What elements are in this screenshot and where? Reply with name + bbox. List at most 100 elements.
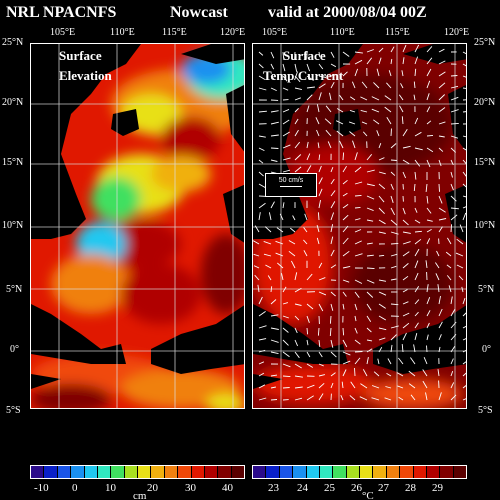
elev-tick: 0 xyxy=(72,482,78,494)
current-vector xyxy=(396,372,404,377)
current-vector xyxy=(438,346,441,353)
current-vector xyxy=(438,94,446,101)
current-vector xyxy=(414,299,420,305)
current-vector xyxy=(349,131,356,137)
current-vector xyxy=(342,327,345,336)
current-vector xyxy=(354,194,362,197)
current-vector xyxy=(318,339,321,347)
current-vector xyxy=(450,159,454,166)
current-vector xyxy=(318,277,326,281)
current-vector xyxy=(303,227,308,233)
colorbar-swatch xyxy=(346,466,360,478)
current-vector xyxy=(426,93,430,101)
current-vector xyxy=(426,106,431,113)
lon-label: 120°E xyxy=(220,27,246,38)
temp-tick: 25 xyxy=(324,482,335,494)
current-vector xyxy=(378,254,385,257)
current-vector xyxy=(330,190,336,197)
current-vector xyxy=(378,219,386,225)
current-vector xyxy=(303,239,308,245)
current-vector xyxy=(349,109,356,113)
current-vector xyxy=(330,51,335,58)
current-vector xyxy=(268,212,272,221)
elevation-title-line1: Surface xyxy=(59,48,102,63)
current-vector xyxy=(426,147,434,153)
current-vector xyxy=(282,315,289,319)
lat-label: 5°N xyxy=(478,284,495,295)
current-vector xyxy=(306,363,314,368)
current-vector xyxy=(360,96,368,101)
current-vector xyxy=(325,105,332,113)
lon-label: 110°E xyxy=(110,27,135,38)
current-vector xyxy=(450,224,453,233)
current-vector xyxy=(378,303,386,309)
current-vector xyxy=(414,44,420,53)
current-vector xyxy=(366,291,374,298)
current-vector xyxy=(462,171,466,177)
current-vector xyxy=(378,231,386,234)
current-vector xyxy=(330,249,335,257)
current-vector xyxy=(330,224,334,233)
current-vector xyxy=(414,286,420,293)
current-vector xyxy=(265,264,272,269)
current-vector xyxy=(270,386,276,389)
current-vector xyxy=(450,147,457,153)
current-vector xyxy=(258,325,267,329)
current-vector xyxy=(414,272,419,281)
current-vector xyxy=(384,397,392,401)
current-vector xyxy=(366,154,373,161)
current-vector xyxy=(385,386,392,389)
current-vector xyxy=(306,141,309,149)
lon-label: 115°E xyxy=(385,27,410,38)
current-vector xyxy=(294,154,302,161)
lat-label: 25°N xyxy=(2,37,24,48)
current-vector xyxy=(462,212,466,221)
current-vector xyxy=(270,63,275,70)
current-vector xyxy=(402,219,409,226)
current-vector xyxy=(317,142,320,149)
current-vector xyxy=(354,51,363,54)
temp-current-map-panel: Surface Temp/Current 50 cm/s xyxy=(252,43,467,409)
current-vector xyxy=(450,394,457,401)
current-vector xyxy=(330,63,337,68)
current-vector xyxy=(360,383,368,389)
lat-label: 10°N xyxy=(2,220,24,231)
current-vector xyxy=(378,183,386,190)
current-vector xyxy=(438,71,446,77)
current-vector xyxy=(270,314,279,317)
current-vector xyxy=(377,358,380,365)
current-vector xyxy=(318,177,323,185)
current-vector xyxy=(275,240,284,245)
colorbar-swatch xyxy=(84,466,98,478)
current-vector xyxy=(371,108,380,113)
current-vector xyxy=(373,371,380,377)
current-vector xyxy=(413,183,416,192)
current-vector xyxy=(257,284,260,293)
current-vector xyxy=(317,327,320,336)
current-vector xyxy=(318,63,324,70)
current-vector xyxy=(282,302,289,305)
current-vector xyxy=(318,188,323,197)
current-vector xyxy=(426,219,433,222)
current-vector xyxy=(378,47,384,53)
colorbar-swatch xyxy=(373,466,387,478)
current-vector xyxy=(330,351,337,358)
current-vector xyxy=(402,322,410,329)
current-vector xyxy=(388,70,392,77)
current-vector xyxy=(462,51,466,55)
valid-time: valid at 2000/08/04 00Z xyxy=(268,4,427,21)
current-vector xyxy=(270,110,279,113)
current-vector xyxy=(414,238,422,245)
current-vector xyxy=(378,279,387,282)
current-vector xyxy=(342,303,345,310)
current-vector xyxy=(316,224,320,233)
current-vector xyxy=(436,250,440,257)
elev-tick: 20 xyxy=(147,482,158,494)
current-vector xyxy=(390,58,393,65)
current-vector xyxy=(288,240,296,245)
current-vector xyxy=(462,398,466,401)
current-vector xyxy=(318,83,326,89)
current-vector xyxy=(294,87,303,91)
current-vector xyxy=(450,334,457,341)
colorbar-swatch xyxy=(191,466,205,478)
